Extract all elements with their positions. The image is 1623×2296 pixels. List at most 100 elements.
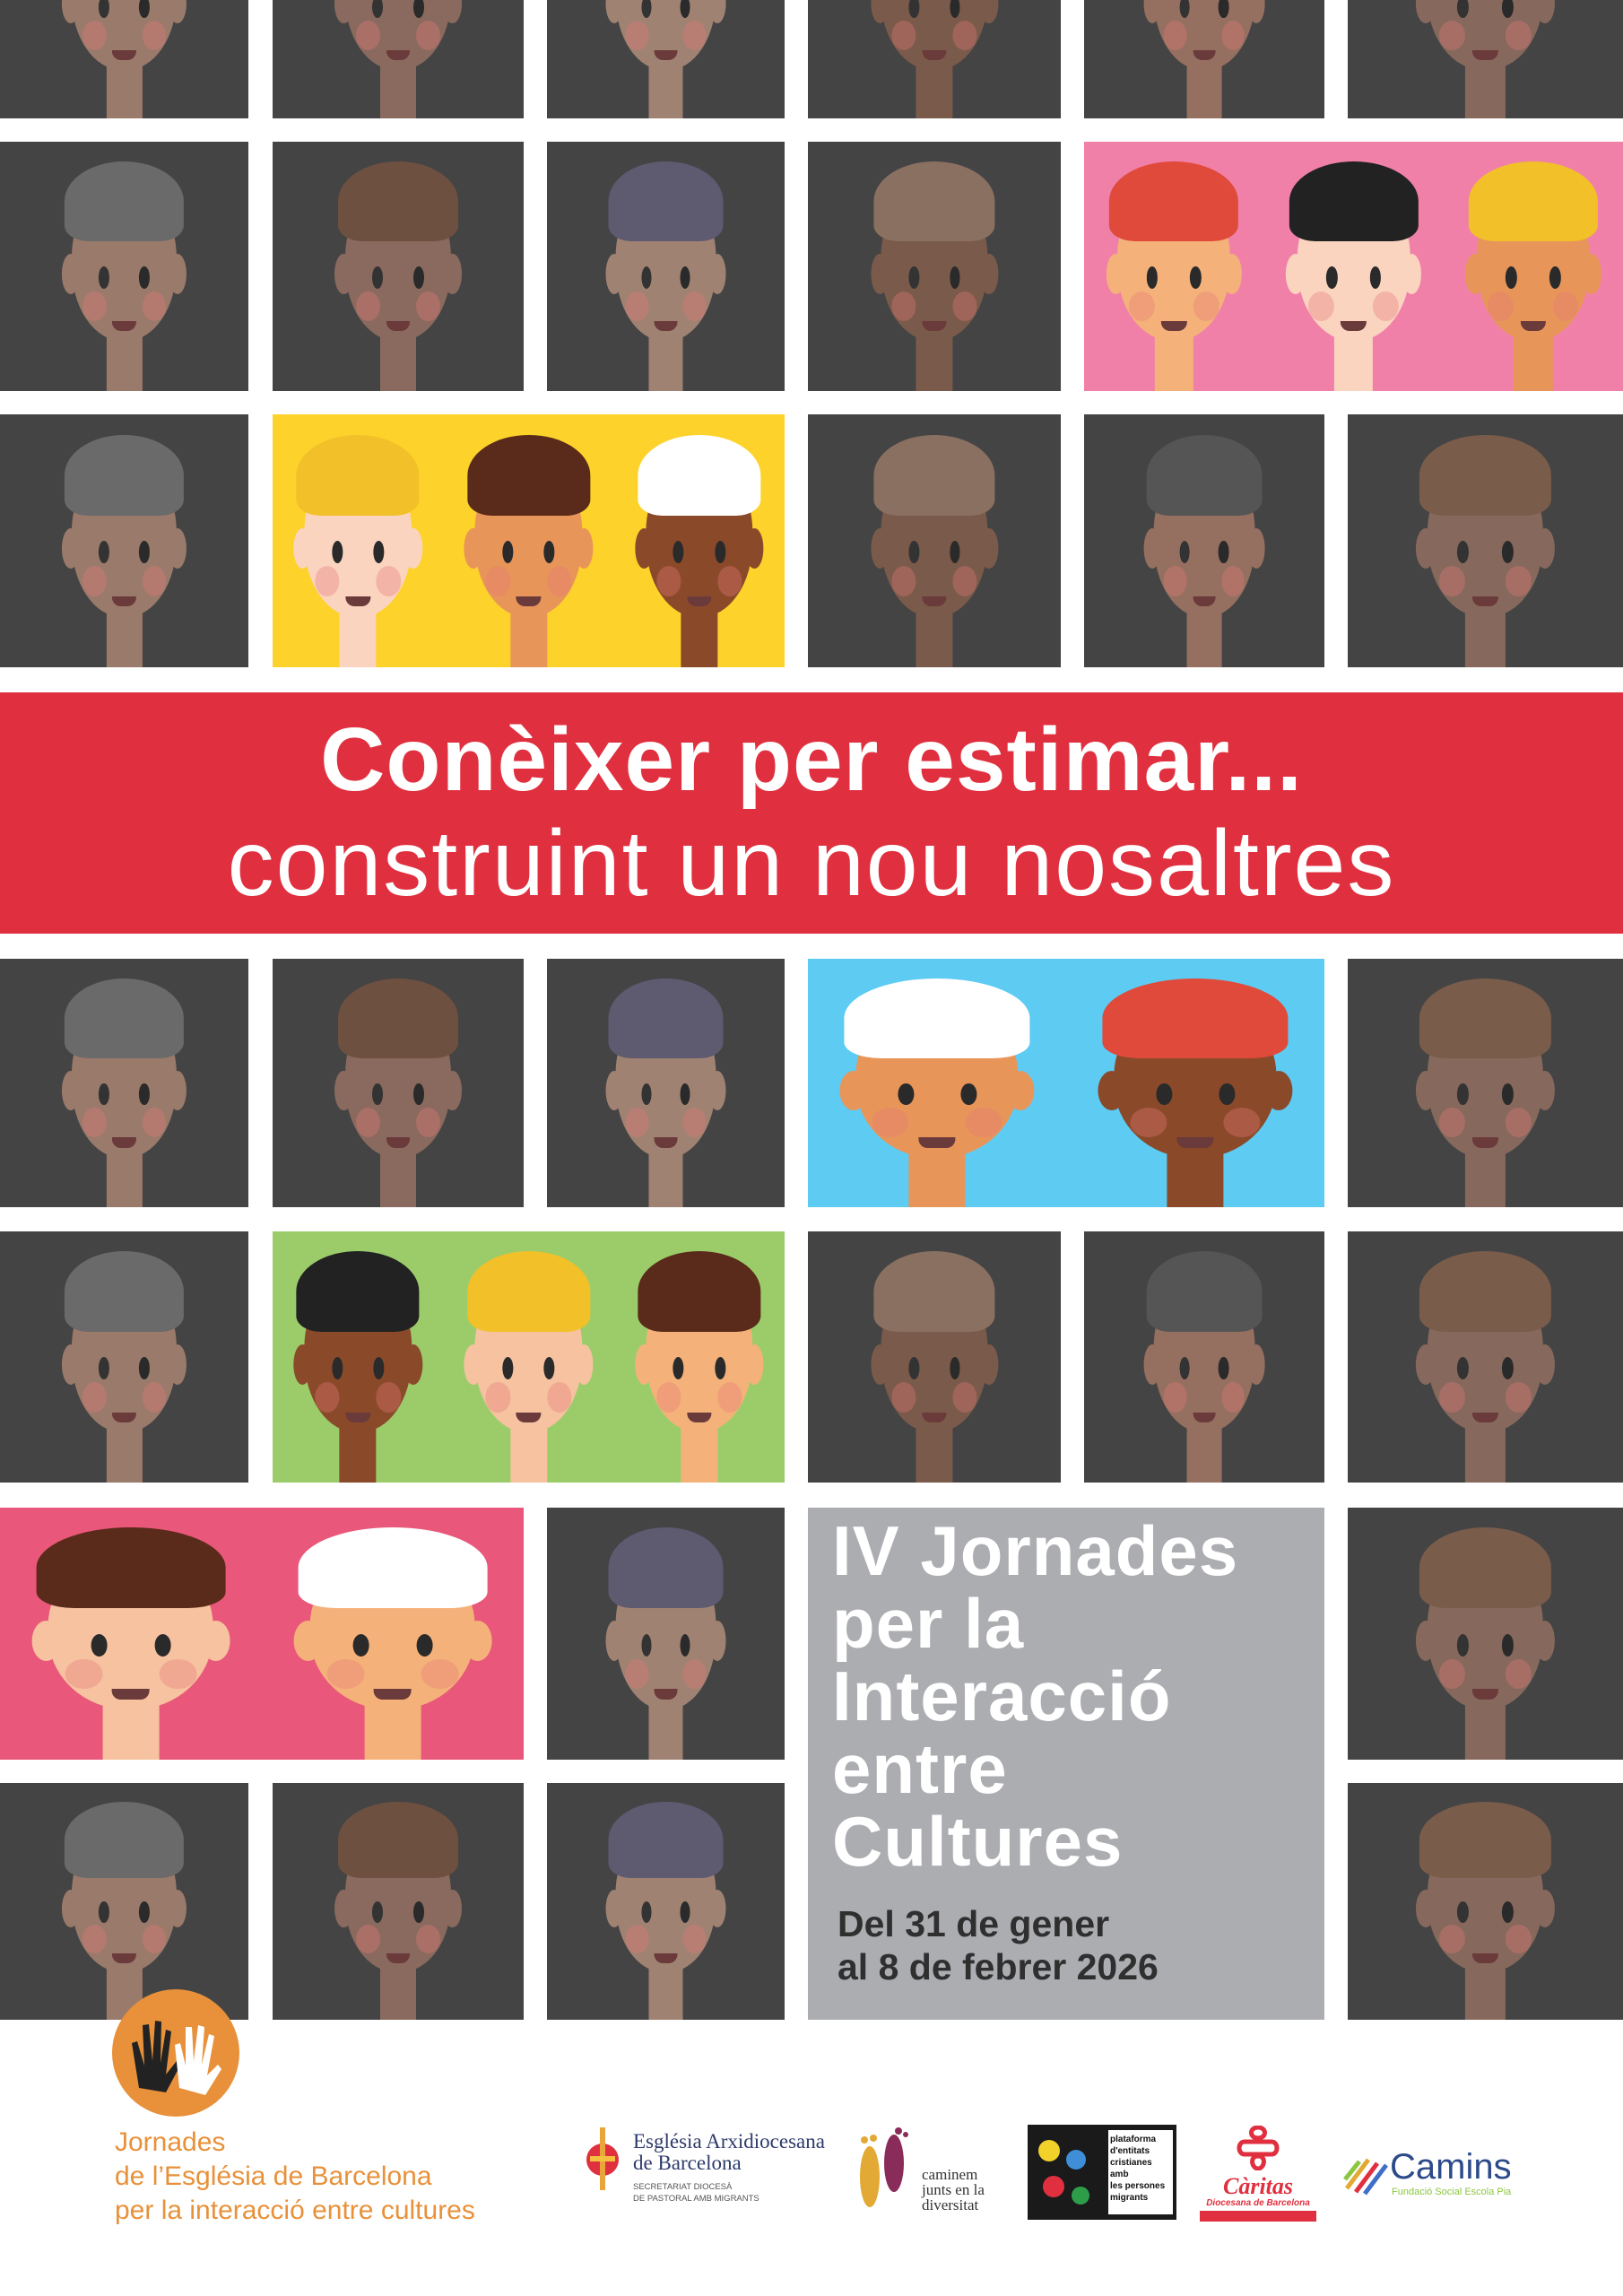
portrait-tile [1084, 1231, 1324, 1483]
organizer-line: de l’Església de Barcelona [115, 2161, 432, 2191]
colored-hands-icon [1038, 2140, 1089, 2205]
caritas-cross-icon [1237, 2125, 1280, 2171]
event-title-line: per la [832, 1584, 1025, 1663]
event-dates-line: Del 31 de gener [838, 1903, 1110, 1944]
portrait-face [275, 1508, 511, 1760]
event-title-line: IV Jornades [832, 1511, 1239, 1590]
portrait-group-tile [1084, 142, 1623, 391]
camins-stripes-icon [1343, 2158, 1388, 2196]
portrait-face [858, 414, 1010, 667]
portrait-face [858, 0, 1010, 118]
portrait-tile [1084, 0, 1324, 118]
portrait-face [1272, 142, 1434, 391]
headline-subtitle: construint un nou nosaltres [227, 812, 1396, 916]
portrait-group-tile [273, 414, 785, 667]
portrait-face [49, 142, 198, 391]
organizer-name: Jornades de l’Església de Barcelona per … [115, 2126, 475, 2228]
portrait-face [622, 1231, 776, 1483]
portrait-tile [0, 414, 248, 667]
portrait-face [595, 0, 737, 118]
portrait-face [1133, 0, 1277, 118]
portrait-tile [0, 1231, 248, 1483]
event-dates-line: al 8 de febrer 2026 [838, 1946, 1159, 1987]
portrait-face [595, 1508, 737, 1760]
portrait-face [282, 414, 435, 667]
camins-sub: Fundació Social Escola Pia [1392, 2187, 1512, 2197]
portrait-face [323, 959, 473, 1207]
portrait-face [1402, 1508, 1567, 1760]
portrait-group-tile [808, 959, 1324, 1207]
portrait-tile [1348, 414, 1623, 667]
portrait-tile [0, 959, 248, 1207]
portrait-tile [808, 142, 1061, 391]
event-info-box: IV Jornades per la Interacció entre Cult… [808, 1508, 1324, 2020]
caritas-sub: Diocesana de Barcelona [1206, 2198, 1310, 2208]
portrait-tile [547, 959, 785, 1207]
portrait-face [858, 1231, 1010, 1483]
event-title: IV Jornades per la Interacció entre Cult… [832, 1515, 1238, 1878]
portrait-tile [547, 1783, 785, 2020]
portrait-tile [1348, 1783, 1623, 2020]
plataforma-line: migrants [1110, 2193, 1149, 2203]
portrait-face [282, 1231, 435, 1483]
portrait-tile [273, 959, 524, 1207]
portrait-tile [808, 414, 1061, 667]
portrait-face [1402, 1231, 1567, 1483]
portrait-group-tile [0, 1508, 524, 1760]
logo-camins: Camins Fundació Social Escola Pia [1343, 2147, 1541, 2206]
portrait-tile [547, 142, 785, 391]
camins-name: Camins [1390, 2147, 1512, 2187]
logo-esglesia-barcelona: Església Arxidiocesana de Barcelona SECR… [583, 2124, 825, 2213]
portrait-face [595, 142, 737, 391]
plataforma-line: plataforma [1110, 2135, 1157, 2144]
portrait-face [1402, 0, 1567, 118]
headline-title: Conèixer per estimar... [320, 709, 1303, 810]
esglesia-sub: SECRETARIAT DIOCESÀ [633, 2182, 733, 2192]
portrait-face [323, 142, 473, 391]
caritas-bar [1200, 2211, 1316, 2222]
portrait-tile [1348, 959, 1623, 1207]
portrait-face [1402, 414, 1567, 667]
portrait-face [323, 1783, 473, 2020]
caminem-line: caminem [922, 2166, 978, 2183]
portrait-face [858, 142, 1010, 391]
plataforma-line: les persones [1110, 2181, 1166, 2191]
portrait-face [820, 959, 1053, 1207]
logo-caritas: Càritas Diocesana de Barcelona [1200, 2125, 1316, 2222]
portrait-face [49, 0, 198, 118]
footprints-icon [860, 2127, 908, 2207]
portrait-face [49, 959, 198, 1207]
organizer-line: Jornades [115, 2127, 226, 2157]
portrait-face [1093, 142, 1254, 391]
portrait-tile [1348, 1508, 1623, 1760]
portrait-face [13, 1508, 249, 1760]
event-title-line: Interacció [832, 1657, 1172, 1735]
portrait-face [1079, 959, 1311, 1207]
portrait-tile [808, 0, 1061, 118]
logo-caminem: caminem junts en la diversitat [854, 2127, 1006, 2217]
portrait-face [1133, 414, 1277, 667]
portrait-face [323, 0, 473, 118]
esglesia-name: Església Arxidiocesana [633, 2130, 825, 2152]
event-title-line: entre [832, 1729, 1008, 1808]
portrait-face [49, 414, 198, 667]
portrait-tile [0, 1783, 248, 2020]
cross-emblem-icon [586, 2127, 619, 2190]
hands-icon [112, 1989, 239, 2117]
portrait-tile [0, 142, 248, 391]
portrait-face [49, 1231, 198, 1483]
event-title-line: Cultures [832, 1802, 1124, 1881]
plataforma-line: cristianes amb [1110, 2158, 1152, 2179]
plataforma-line: d'entitats [1110, 2146, 1150, 2156]
portrait-face [1453, 142, 1614, 391]
portrait-tile [273, 0, 524, 118]
caminem-line: junts en la [922, 2181, 985, 2198]
caminem-line: diversitat [922, 2196, 979, 2213]
portrait-face [1402, 959, 1567, 1207]
portrait-tile [1348, 0, 1623, 118]
portrait-tile [1084, 414, 1324, 667]
caritas-name: Càritas [1222, 2173, 1294, 2199]
portrait-face [452, 1231, 605, 1483]
portrait-tile [273, 142, 524, 391]
portrait-face [452, 414, 605, 667]
